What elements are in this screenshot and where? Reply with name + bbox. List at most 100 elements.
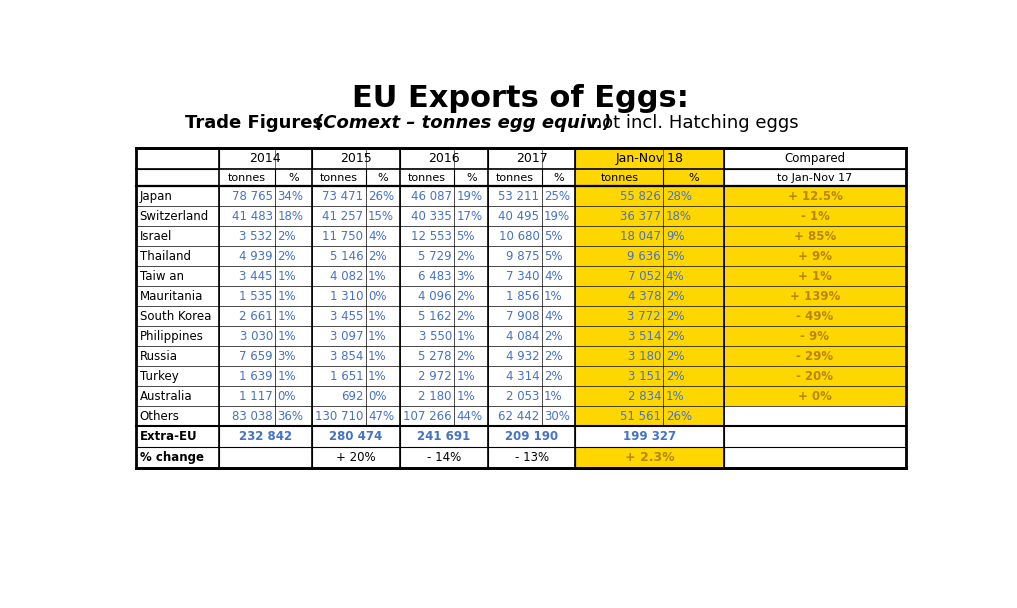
- Text: 2%: 2%: [278, 230, 296, 243]
- Text: 2015: 2015: [340, 153, 371, 165]
- Text: 36 377: 36 377: [620, 210, 661, 223]
- Bar: [575, 347, 724, 367]
- Bar: [575, 406, 724, 426]
- Text: 2 661: 2 661: [239, 310, 273, 323]
- Text: 2%: 2%: [544, 350, 562, 363]
- Text: 1%: 1%: [368, 310, 386, 323]
- Text: 11 750: 11 750: [322, 230, 363, 243]
- Text: 41 483: 41 483: [232, 210, 273, 223]
- Text: 36%: 36%: [278, 410, 303, 423]
- Bar: [575, 246, 724, 266]
- Text: 1 651: 1 651: [330, 370, 363, 383]
- Text: 5%: 5%: [666, 250, 684, 263]
- Bar: [575, 206, 724, 226]
- Text: 4 084: 4 084: [505, 330, 539, 343]
- Text: 1 639: 1 639: [239, 370, 273, 383]
- Text: - 20%: - 20%: [796, 370, 834, 383]
- Text: + 0%: + 0%: [798, 390, 832, 403]
- Text: 3 455: 3 455: [331, 310, 363, 323]
- Text: 4%: 4%: [368, 230, 386, 243]
- Text: to Jan-Nov 17: to Jan-Nov 17: [777, 173, 852, 182]
- Bar: [724, 426, 906, 447]
- Text: 1%: 1%: [278, 290, 296, 303]
- Text: 3 180: 3 180: [627, 350, 661, 363]
- Text: 3 772: 3 772: [627, 310, 661, 323]
- Text: tonnes: tonnes: [600, 173, 639, 182]
- Bar: [488, 148, 575, 169]
- Bar: [136, 406, 724, 426]
- Text: 2017: 2017: [516, 153, 547, 165]
- Text: 199 327: 199 327: [623, 430, 676, 443]
- Bar: [724, 169, 906, 186]
- Bar: [663, 169, 724, 186]
- Text: 1%: 1%: [278, 310, 296, 323]
- Bar: [575, 447, 724, 468]
- Text: 692: 692: [341, 390, 363, 403]
- Text: Thailand: Thailand: [139, 250, 190, 263]
- Text: 3 030: 3 030: [240, 330, 273, 343]
- Text: 44%: 44%: [457, 410, 483, 423]
- Text: 1%: 1%: [278, 330, 296, 343]
- Bar: [724, 246, 906, 266]
- Bar: [724, 266, 906, 286]
- Text: 3 514: 3 514: [627, 330, 661, 343]
- Text: tonnes: tonnes: [228, 173, 265, 182]
- Text: 7 659: 7 659: [239, 350, 273, 363]
- Bar: [724, 367, 906, 386]
- Text: - 13%: - 13%: [515, 451, 549, 464]
- Text: - 29%: - 29%: [796, 350, 834, 363]
- Bar: [311, 148, 400, 169]
- Text: 1%: 1%: [278, 370, 296, 383]
- Text: 4 939: 4 939: [239, 250, 273, 263]
- Bar: [136, 148, 219, 169]
- Text: South Korea: South Korea: [139, 310, 211, 323]
- Bar: [488, 169, 542, 186]
- Bar: [575, 266, 724, 286]
- Text: 4 096: 4 096: [418, 290, 452, 303]
- Bar: [724, 286, 906, 306]
- Text: 5 729: 5 729: [418, 250, 452, 263]
- Text: % change: % change: [139, 451, 203, 464]
- Text: 83 038: 83 038: [232, 410, 273, 423]
- Text: 2%: 2%: [278, 250, 296, 263]
- Text: Russia: Russia: [139, 350, 178, 363]
- Bar: [575, 148, 724, 169]
- Bar: [575, 306, 724, 326]
- Bar: [136, 186, 724, 206]
- Text: 18 047: 18 047: [620, 230, 661, 243]
- Text: 3 854: 3 854: [331, 350, 363, 363]
- Bar: [724, 206, 906, 226]
- Text: 1%: 1%: [544, 390, 562, 403]
- Bar: [136, 246, 724, 266]
- Text: 2%: 2%: [666, 350, 684, 363]
- Text: Israel: Israel: [139, 230, 172, 243]
- Bar: [724, 386, 906, 406]
- Text: 1 535: 1 535: [239, 290, 273, 303]
- Text: 12 553: 12 553: [411, 230, 452, 243]
- Text: 7 340: 7 340: [505, 270, 539, 283]
- Bar: [575, 367, 724, 386]
- Text: 18%: 18%: [666, 210, 692, 223]
- Text: 30%: 30%: [544, 410, 570, 423]
- Text: 241 691: 241 691: [417, 430, 471, 443]
- Text: 209 190: 209 190: [505, 430, 558, 443]
- Text: 5%: 5%: [457, 230, 475, 243]
- Text: 2 053: 2 053: [506, 390, 539, 403]
- Text: 2%: 2%: [544, 370, 562, 383]
- Bar: [311, 169, 366, 186]
- Text: + 85%: + 85%: [794, 230, 836, 243]
- Text: 3 445: 3 445: [239, 270, 273, 283]
- Bar: [311, 169, 400, 186]
- Text: 4 314: 4 314: [505, 370, 539, 383]
- Bar: [400, 148, 488, 169]
- Bar: [575, 326, 724, 347]
- Text: 2 180: 2 180: [418, 390, 452, 403]
- Bar: [136, 169, 219, 186]
- Bar: [575, 286, 724, 306]
- Text: 5 278: 5 278: [418, 350, 452, 363]
- Text: 3%: 3%: [278, 350, 296, 363]
- Text: 2%: 2%: [666, 290, 684, 303]
- Text: Switzerland: Switzerland: [139, 210, 208, 223]
- Text: not incl. Hatching eggs: not incl. Hatching eggs: [585, 114, 798, 132]
- Text: 47%: 47%: [368, 410, 395, 423]
